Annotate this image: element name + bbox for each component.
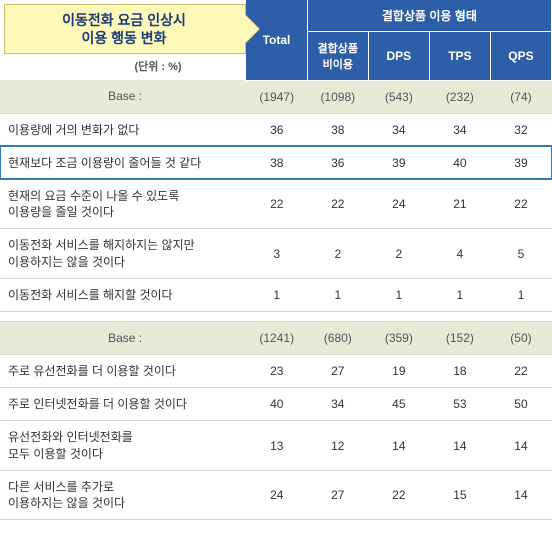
page-title: 이동전화 요금 인상시 이용 행동 변화 [4,4,246,54]
cell-value: 2 [307,229,368,278]
cell-value: 45 [368,388,429,421]
row-label: 현재보다 조금 이용량이 줄어들 것 같다 [0,146,246,179]
cell-value: 40 [246,388,307,421]
cell-value: 32 [490,113,551,146]
base-row: Base :(1947)(1098)(543)(232)(74) [0,80,552,113]
cell-value: 36 [307,146,368,179]
cell-value: 27 [307,355,368,388]
cell-value: 13 [246,421,307,470]
cell-value: 22 [307,179,368,228]
section1-body: Base :(1947)(1098)(543)(232)(74)이용량에 거의 … [0,80,552,311]
table-row: 주로 유선전화를 더 이용할 것이다2327191822 [0,355,552,388]
base-row: Base :(1241)(680)(359)(152)(50) [0,321,552,354]
cell-value: 22 [490,355,551,388]
cell-value: 34 [368,113,429,146]
row-label: 다른 서비스를 추가로 이용하지는 않을 것이다 [0,470,246,519]
cell-value: 24 [246,470,307,519]
row-label: 이동전화 서비스를 해지하지는 않지만 이용하지는 않을 것이다 [0,229,246,278]
table-row: 현재의 요금 수준이 나올 수 있도록 이용량을 줄일 것이다222224212… [0,179,552,228]
cell-value: 12 [307,421,368,470]
cell-value: 22 [246,179,307,228]
col-group: 결합상품 이용 형태 [307,0,551,32]
cell-value: 1 [307,278,368,311]
cell-value: 34 [307,388,368,421]
base-label: Base : [0,321,246,354]
cell-value: 2 [368,229,429,278]
cell-value: 15 [429,470,490,519]
cell-value: 5 [490,229,551,278]
cell-value: 39 [368,146,429,179]
base-value: (1947) [246,80,307,113]
cell-value: 14 [490,470,551,519]
table-row: 주로 인터넷전화를 더 이용할 것이다4034455350 [0,388,552,421]
table-header: 이동전화 요금 인상시 이용 행동 변화 (단위 : %) Total 결합상품… [0,0,552,80]
base-label: Base : [0,80,246,113]
cell-value: 27 [307,470,368,519]
table-row: 다른 서비스를 추가로 이용하지는 않을 것이다2427221514 [0,470,552,519]
table-row: 이용량에 거의 변화가 없다3638343432 [0,113,552,146]
base-value: (74) [490,80,551,113]
base-value: (359) [368,321,429,354]
row-label: 주로 인터넷전화를 더 이용할 것이다 [0,388,246,421]
base-value: (50) [490,321,551,354]
cell-value: 23 [246,355,307,388]
cell-value: 38 [246,146,307,179]
cell-value: 39 [490,146,551,179]
cell-value: 22 [368,470,429,519]
base-value: (152) [429,321,490,354]
main-table: 이동전화 요금 인상시 이용 행동 변화 (단위 : %) Total 결합상품… [0,0,552,520]
cell-value: 19 [368,355,429,388]
base-value: (1241) [246,321,307,354]
base-value: (232) [429,80,490,113]
row-label: 이용량에 거의 변화가 없다 [0,113,246,146]
cell-value: 14 [490,421,551,470]
cell-value: 4 [429,229,490,278]
cell-value: 1 [490,278,551,311]
cell-value: 21 [429,179,490,228]
title-line1: 이동전화 요금 인상시 [62,12,186,28]
cell-value: 40 [429,146,490,179]
cell-value: 24 [368,179,429,228]
cell-value: 1 [368,278,429,311]
row-label: 현재의 요금 수준이 나올 수 있도록 이용량을 줄일 것이다 [0,179,246,228]
cell-value: 18 [429,355,490,388]
cell-value: 1 [429,278,490,311]
col-sub2: DPS [368,32,429,81]
table-row: 유선전화와 인터넷전화를 모두 이용할 것이다1312141414 [0,421,552,470]
cell-value: 50 [490,388,551,421]
base-value: (543) [368,80,429,113]
title-line2: 이용 행동 변화 [81,30,166,46]
cell-value: 14 [429,421,490,470]
col-sub1: 결합상품 비이용 [307,32,368,81]
section2-body: Base :(1241)(680)(359)(152)(50)주로 유선전화를 … [0,321,552,519]
cell-value: 38 [307,113,368,146]
cell-value: 22 [490,179,551,228]
base-value: (680) [307,321,368,354]
cell-value: 3 [246,229,307,278]
col-sub4: QPS [490,32,551,81]
base-value: (1098) [307,80,368,113]
row-label: 주로 유선전화를 더 이용할 것이다 [0,355,246,388]
table-row: 현재보다 조금 이용량이 줄어들 것 같다3836394039 [0,146,552,179]
table-row: 이동전화 서비스를 해지할 것이다11111 [0,278,552,311]
cell-value: 1 [246,278,307,311]
row-label: 이동전화 서비스를 해지할 것이다 [0,278,246,311]
cell-value: 14 [368,421,429,470]
col-sub3: TPS [429,32,490,81]
cell-value: 53 [429,388,490,421]
unit-label: (단위 : %) [70,58,246,74]
cell-value: 34 [429,113,490,146]
cell-value: 36 [246,113,307,146]
table-row: 이동전화 서비스를 해지하지는 않지만 이용하지는 않을 것이다32245 [0,229,552,278]
row-label: 유선전화와 인터넷전화를 모두 이용할 것이다 [0,421,246,470]
